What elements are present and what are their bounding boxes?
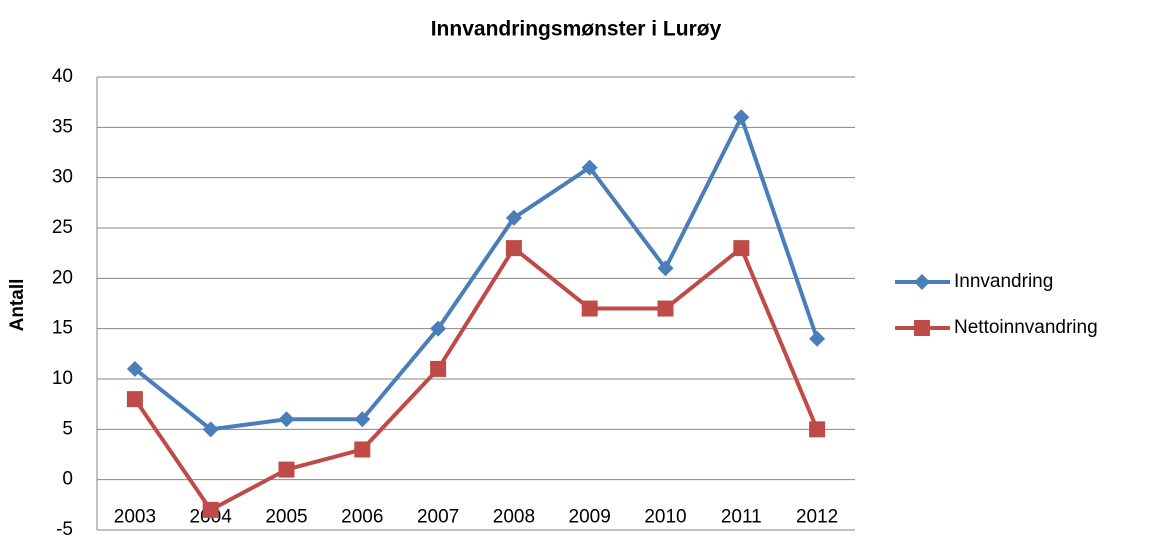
point [657,300,674,317]
series-line [133,115,819,432]
y-tick-label: 25 [52,217,73,238]
point [278,461,295,478]
y-tick-label: 35 [52,116,73,137]
chart-title: Innvandringsmønster i Lurøy [431,18,722,41]
x-tick-label: 2009 [569,507,611,528]
y-axis-label: Antall [7,279,28,332]
point [733,109,750,126]
point [809,421,826,438]
x-tick-label: 2007 [417,507,459,528]
x-tick-label: 2008 [493,507,535,528]
x-tick-label: 2003 [114,507,156,528]
y-tick-label: 30 [52,167,73,188]
point [581,300,598,317]
point [354,411,371,428]
point [202,421,219,438]
x-tick-label: 2005 [265,507,307,528]
y-tick-label: 10 [52,368,73,389]
point [505,240,522,257]
legend-label: Nettoinnvandring [954,317,1098,338]
point [126,391,143,408]
x-tick-label: 2012 [796,507,838,528]
legend-label: Innvandring [954,271,1053,292]
point [914,274,930,290]
point [278,411,295,428]
x-tick-label: 2006 [341,507,383,528]
series-line [133,246,819,512]
point [657,260,674,277]
y-tick-label: 15 [52,318,73,339]
point [733,240,750,257]
y-tick-label: 0 [62,469,73,490]
x-tick-label: 2011 [721,507,762,528]
point [354,441,371,458]
point [505,209,522,226]
point [581,159,598,176]
y-tick-label: 5 [62,418,73,439]
point [809,330,826,347]
y-tick-label: -5 [56,519,73,538]
x-tick-label: 2010 [644,507,686,528]
point [430,360,447,377]
y-tick-label: 20 [52,267,73,288]
y-tick-label: 40 [52,66,73,87]
point [914,320,930,336]
point [430,320,447,337]
point [126,360,143,377]
point [202,501,219,518]
